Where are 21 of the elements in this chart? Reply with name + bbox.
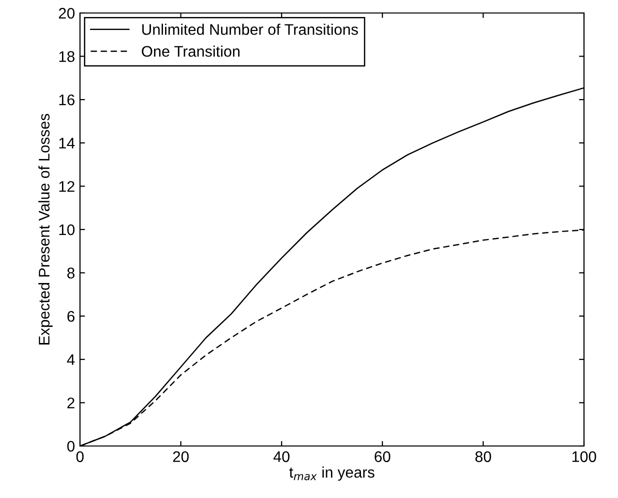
y-tick-label: 8 — [67, 268, 74, 278]
x-tick-label: 80 — [475, 451, 492, 462]
x-tick-label: 0 — [76, 451, 84, 462]
x-tick-label: 100 — [572, 451, 596, 462]
y-tick-label: 0 — [67, 440, 75, 452]
y-tick-label: 2 — [67, 398, 74, 408]
y-tick-label: 12 — [59, 181, 74, 192]
y-axis-title: Expected Present Value of Losses — [38, 114, 53, 344]
y-tick-label: 10 — [59, 224, 75, 236]
x-axis-title: t$_{max}$ in years — [289, 466, 374, 481]
legend-label: One Transition — [142, 46, 240, 57]
x-tick-label: 20 — [173, 451, 189, 462]
y-tick-label: 14 — [59, 138, 75, 148]
y-tick-label: 20 — [58, 8, 75, 19]
x-tick-label: 40 — [273, 451, 290, 462]
y-tick-label: 18 — [59, 51, 74, 62]
y-tick-label: 6 — [67, 310, 74, 322]
legend-label: Unlimited Number of Transitions — [142, 24, 358, 35]
y-tick-label: 4 — [66, 354, 75, 365]
x-tick-label: 60 — [374, 451, 390, 462]
y-tick-label: 16 — [59, 94, 74, 106]
